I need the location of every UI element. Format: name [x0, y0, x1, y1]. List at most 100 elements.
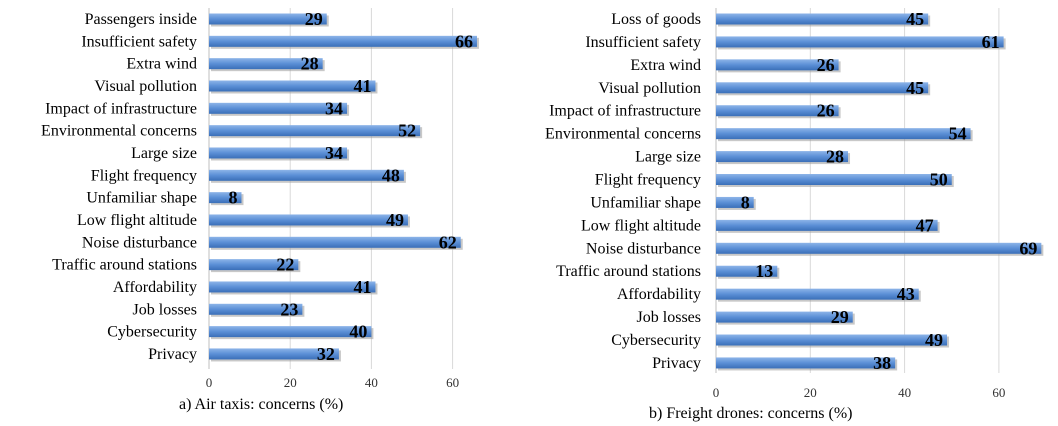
category-label: Affordability: [617, 286, 701, 303]
data-label: 8: [741, 192, 750, 212]
bar: [209, 35, 477, 47]
data-label: 62: [439, 232, 457, 252]
bar: [209, 192, 242, 204]
data-label: 13: [755, 261, 773, 281]
category-label: Traffic around stations: [556, 263, 701, 280]
category-label: Low flight altitude: [581, 217, 701, 234]
category-label: Insufficient safety: [81, 33, 197, 50]
data-label: 26: [817, 101, 835, 121]
bar: [209, 147, 348, 159]
bar: [716, 196, 754, 208]
data-label: 23: [280, 299, 298, 319]
category-label: Insufficient safety: [585, 34, 701, 51]
bar: [209, 236, 461, 248]
bar: [716, 174, 952, 186]
category-label: Cybersecurity: [611, 332, 701, 349]
data-label: 8: [228, 188, 237, 208]
data-label: 38: [873, 353, 891, 373]
bar: [209, 214, 408, 226]
bar: [209, 125, 421, 137]
x-tick-label: 60: [992, 385, 1005, 400]
category-label: Impact of infrastructure: [45, 100, 197, 117]
bar: [716, 334, 948, 346]
chart-freight-drones-svg: 0 20 40 60 Loss of goods 45 Insufficient safet…: [545, 8, 1044, 400]
data-label: 47: [916, 215, 934, 235]
data-label: 29: [831, 307, 849, 327]
category-label: Job losses: [637, 309, 701, 326]
category-label: Affordability: [113, 279, 197, 296]
bar: [716, 242, 1042, 254]
bar: [716, 357, 896, 369]
chart-air-taxis: 0 20 40 60 Passengers inside 29 Insufficient s…: [41, 8, 479, 413]
data-label: 43: [897, 284, 915, 304]
category-label: Loss of goods: [611, 11, 701, 28]
data-label: 34: [325, 98, 343, 118]
category-label: Low flight altitude: [77, 212, 197, 229]
bar: [716, 36, 1004, 48]
data-label: 22: [276, 255, 294, 275]
x-tick-label: 40: [898, 385, 911, 400]
bar: [716, 128, 971, 140]
bar: [209, 326, 372, 338]
category-label: Large size: [635, 149, 701, 166]
x-tick-label: 0: [206, 375, 213, 390]
x-tick-label: 40: [365, 375, 378, 390]
data-label: 41: [353, 76, 371, 96]
bar: [716, 288, 919, 300]
category-label: Passengers inside: [85, 11, 197, 28]
category-label: Flight frequency: [91, 167, 197, 184]
data-label: 49: [386, 210, 404, 230]
caption-freight-drones: b) Freight drones: concerns (%): [649, 405, 853, 422]
data-label: 45: [906, 78, 924, 98]
category-label: Noise disturbance: [586, 240, 701, 257]
category-label: Unfamiliar shape: [86, 190, 197, 207]
category-label: Environmental concerns: [545, 126, 701, 143]
caption-air-taxis: a) Air taxis: concerns (%): [179, 396, 344, 413]
bar: [209, 169, 404, 181]
data-label: 52: [398, 121, 416, 141]
data-label: 45: [906, 9, 924, 29]
data-label: 34: [325, 143, 343, 163]
data-label: 28: [301, 54, 319, 74]
bar: [716, 151, 849, 163]
bar: [209, 58, 323, 70]
category-label: Noise disturbance: [82, 234, 197, 251]
category-label: Extra wind: [630, 57, 701, 74]
bar: [716, 311, 853, 323]
x-tick-label: 20: [284, 375, 297, 390]
bar: [209, 13, 327, 25]
data-label: 41: [353, 277, 371, 297]
data-label: 26: [817, 55, 835, 75]
category-label: Environmental concerns: [41, 123, 197, 140]
category-label: Privacy: [652, 355, 701, 372]
category-label: Visual pollution: [94, 78, 197, 95]
category-label: Visual pollution: [598, 80, 701, 97]
data-label: 69: [1019, 238, 1037, 258]
chart-air-taxis-svg: 0 20 40 60 Passengers inside 29 Insufficient s…: [41, 8, 479, 390]
bar: [716, 13, 929, 25]
data-label: 49: [925, 330, 943, 350]
data-label: 40: [349, 322, 367, 342]
category-label: Unfamiliar shape: [590, 194, 701, 211]
bar: [716, 105, 839, 117]
data-label: 50: [930, 170, 948, 190]
data-label: 48: [382, 165, 400, 185]
category-label: Impact of infrastructure: [549, 103, 701, 120]
bar: [716, 59, 839, 71]
data-label: 61: [982, 32, 1000, 52]
category-label: Extra wind: [126, 56, 197, 73]
x-tick-label: 20: [804, 385, 817, 400]
data-label: 54: [949, 124, 967, 144]
bar: [716, 219, 938, 231]
data-label: 66: [455, 31, 473, 51]
category-label: Traffic around stations: [52, 257, 197, 274]
bar: [209, 102, 348, 114]
bar: [716, 82, 929, 94]
category-label: Cybersecurity: [107, 324, 197, 341]
bar: [209, 303, 303, 315]
data-label: 28: [826, 147, 844, 167]
bar: [209, 80, 376, 92]
x-tick-label: 60: [446, 375, 459, 390]
chart-freight-drones: 0 20 40 60 Loss of goods 45 Insufficient safet…: [529, 0, 1058, 426]
